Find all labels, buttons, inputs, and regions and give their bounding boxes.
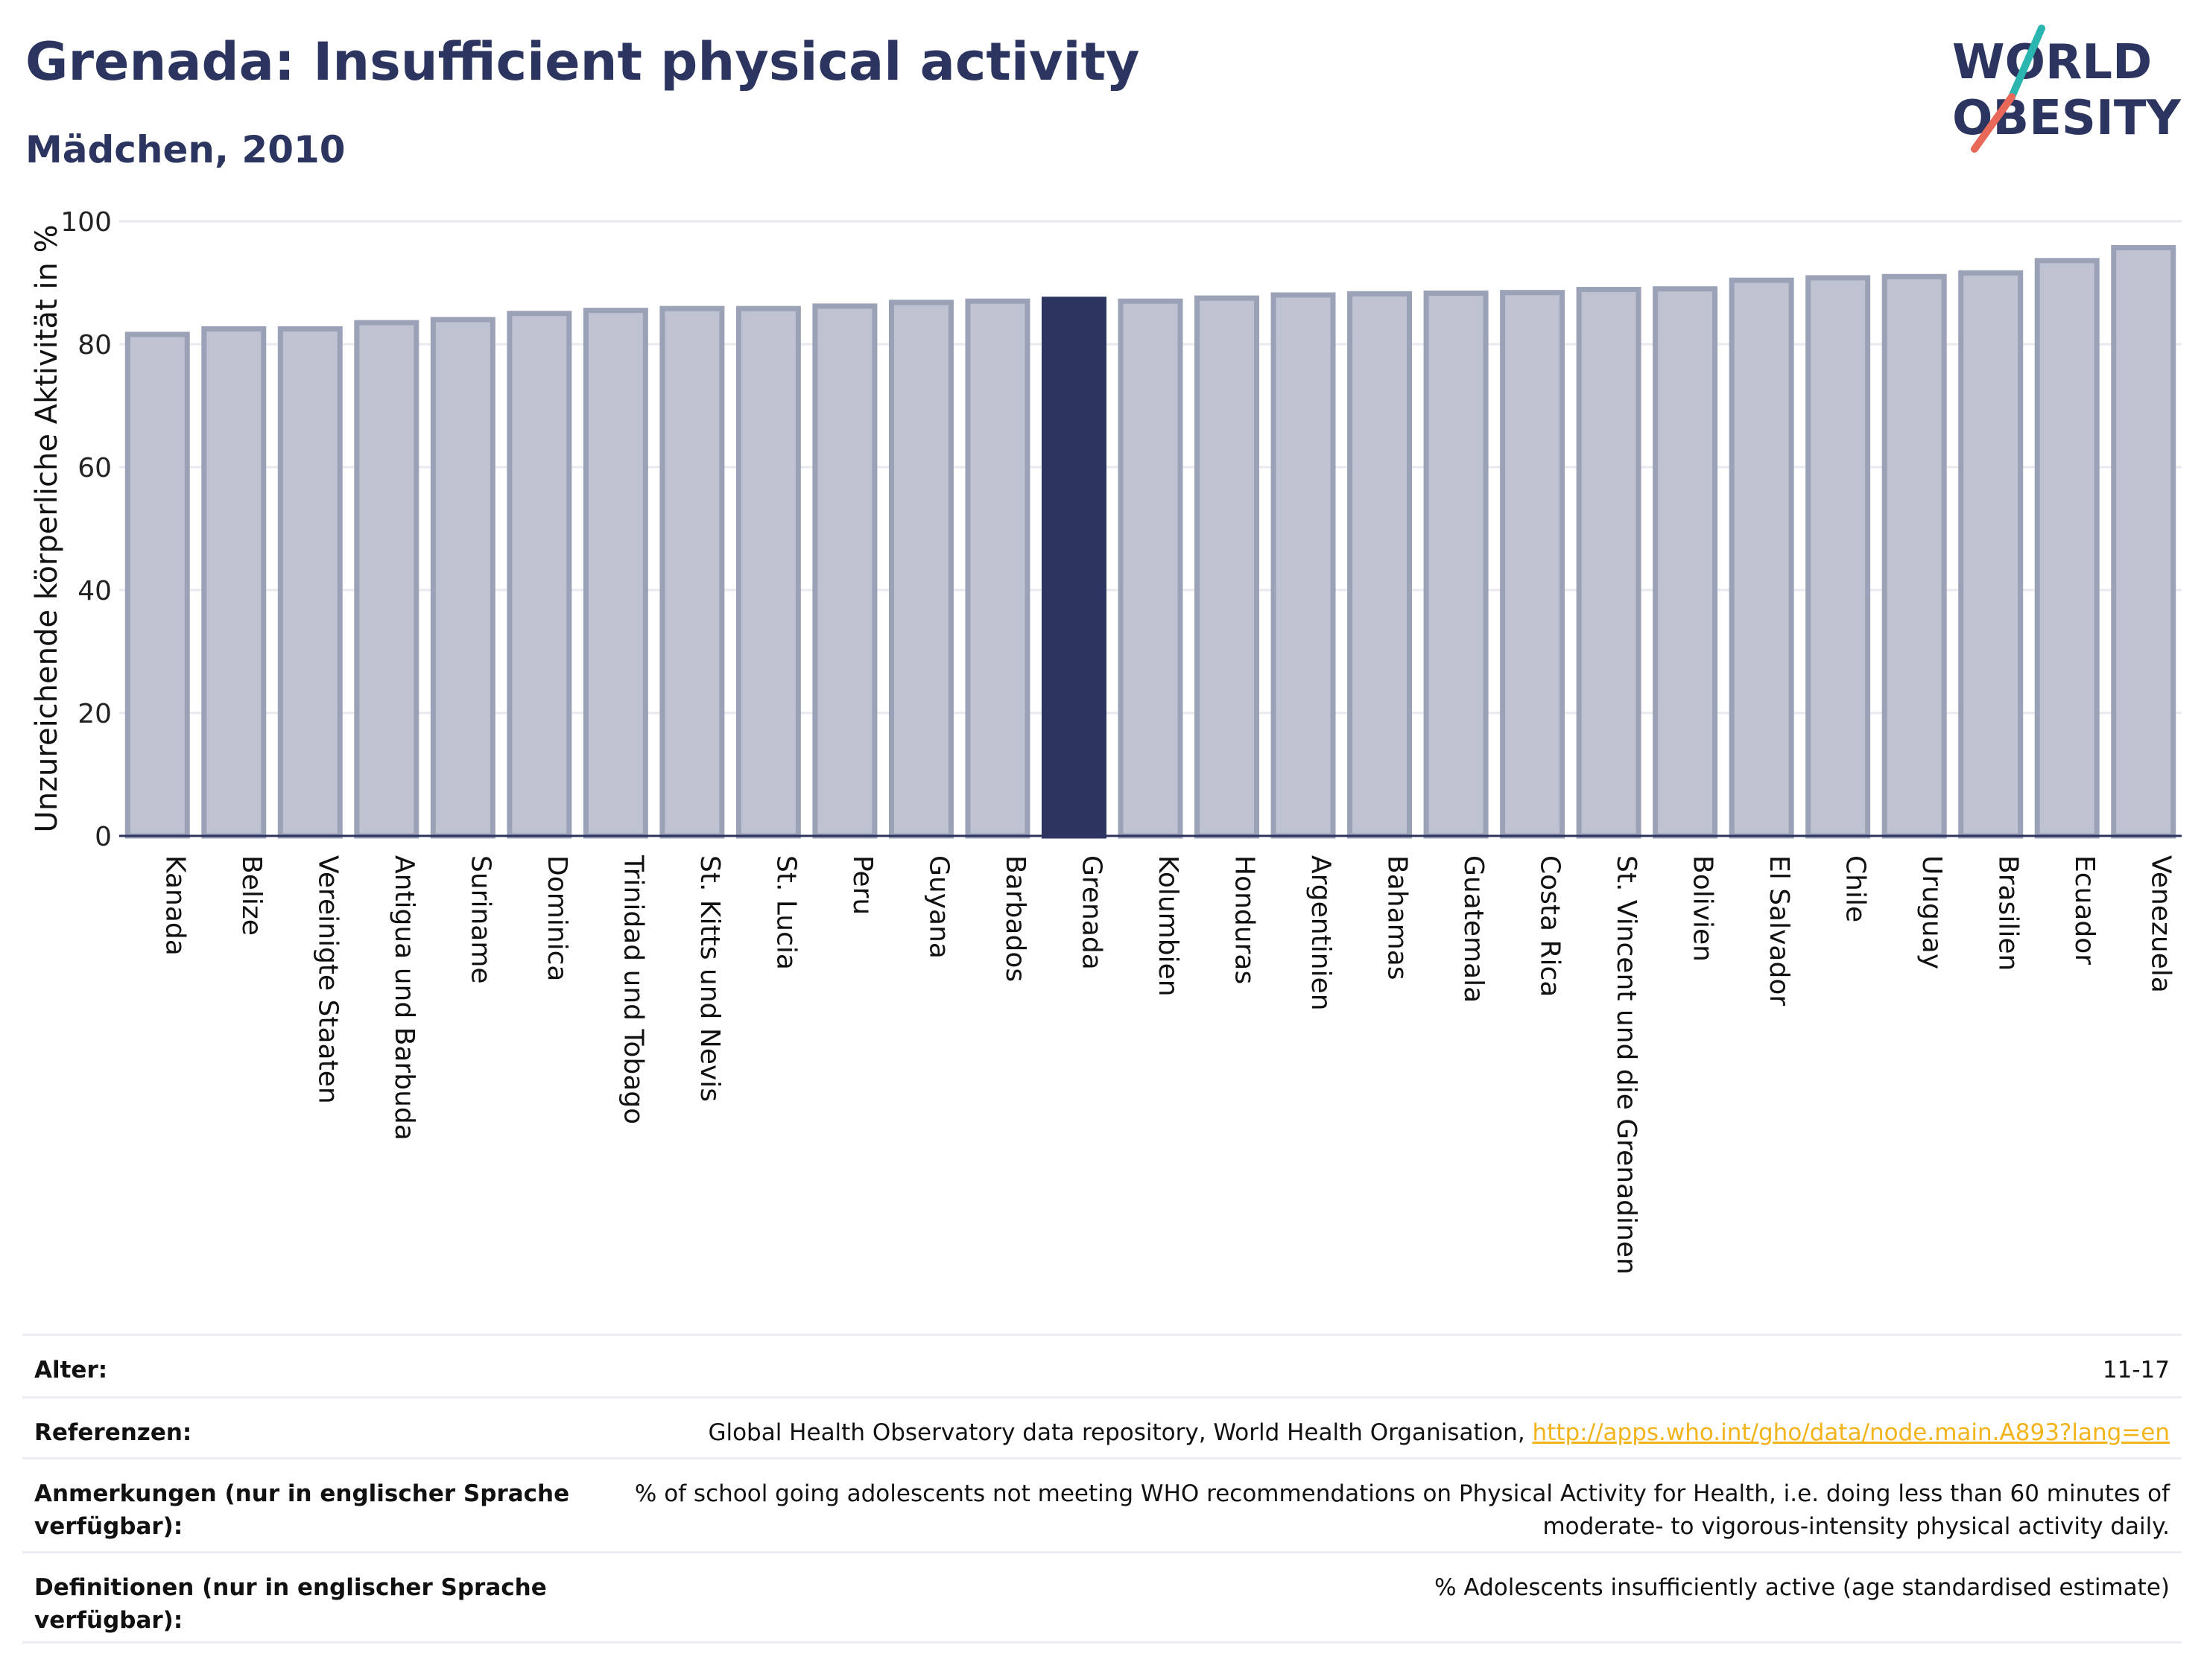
logo-line2: OBESITY [1952, 91, 2181, 146]
bar [507, 311, 572, 839]
x-tick-label: Suriname [465, 855, 495, 984]
logo-line1: WORLD [1952, 35, 2152, 90]
info-value: % Adolescents insufficiently active (age… [1434, 1574, 2170, 1601]
x-tick-label: Venezuela [2146, 855, 2176, 993]
bar [1041, 297, 1106, 839]
bar [583, 308, 648, 839]
info-label: Anmerkungen (nur in englischer Sprache v… [34, 1480, 570, 1540]
x-tick-label: El Salvador [1764, 855, 1794, 1006]
bar [354, 320, 419, 839]
bar [735, 305, 801, 839]
y-axis-label: Unzureichende körperliche Aktivität in % [30, 224, 64, 832]
y-tick-label: 100 [60, 207, 112, 238]
x-tick-label: Grenada [1076, 855, 1106, 970]
x-tick-label: Bahamas [1382, 855, 1413, 980]
chart-subtitle: Mädchen, 2010 [25, 128, 346, 171]
x-tick-label: Kolumbien [1153, 855, 1183, 997]
info-table: Alter: 11-17 Referenzen: Global Health O… [22, 1334, 2182, 1643]
bar [659, 305, 725, 839]
x-tick-label: Costa Rica [1535, 855, 1565, 997]
x-tick-label: Chile [1840, 855, 1871, 922]
bar [1194, 295, 1260, 839]
bar [888, 299, 954, 839]
info-row-definitions: Definitionen (nur in englischer Sprache … [22, 1551, 2182, 1643]
x-tick-label: Guatemala [1458, 855, 1489, 1003]
x-tick-label: Antigua und Barbuda [389, 855, 419, 1141]
x-tick-label: St. Vincent und die Grenadinen [1611, 855, 1641, 1275]
x-tick-label: Ecuador [2069, 855, 2100, 965]
world-obesity-logo: WORLD OBESITY [1952, 25, 2181, 153]
reference-link[interactable]: http://apps.who.int/gho/data/node.main.A… [1532, 1419, 2170, 1446]
x-tick-label: St. Lucia [770, 855, 801, 970]
bar [1500, 290, 1565, 839]
x-tick-label: Vereinigte Staaten [312, 855, 343, 1104]
y-tick-label: 80 [77, 330, 112, 361]
x-tick-label: Bolivien [1688, 855, 1718, 962]
bar [1347, 291, 1413, 839]
x-tick-label: Argentinien [1305, 855, 1336, 1011]
x-tick-label: Kanada [159, 855, 190, 956]
chart-title: Grenada: Insufficient physical activity [25, 31, 1140, 92]
x-tick-label: St. Kitts und Nevis [694, 855, 725, 1102]
reference-text: Global Health Observatory data repositor… [708, 1419, 1533, 1446]
x-tick-label: Honduras [1229, 855, 1260, 984]
x-tick-label: Trinidad und Tobago [618, 855, 648, 1124]
x-tick-label: Uruguay [1916, 855, 1947, 969]
bar [201, 326, 267, 839]
info-label: Referenzen: [34, 1419, 192, 1446]
info-row-age: Alter: 11-17 [22, 1334, 2182, 1396]
bar [1881, 273, 1947, 839]
info-label: Definitionen (nur in englischer Sprache … [34, 1574, 547, 1634]
y-tick-label: 20 [77, 699, 112, 729]
bar [1805, 275, 1871, 839]
bar [1958, 270, 2024, 839]
logo-accent-red [1971, 93, 2015, 153]
x-tick-label: Dominica [542, 855, 572, 982]
bar [812, 303, 878, 839]
info-value: 11-17 [2102, 1357, 2170, 1383]
bar [277, 326, 343, 839]
bar [430, 317, 495, 839]
info-value: % of school going adolescents not meetin… [634, 1480, 2170, 1540]
bar [1653, 286, 1718, 839]
y-tick-label: 60 [77, 453, 112, 484]
bar [965, 298, 1030, 839]
x-tick-label: Guyana [923, 855, 954, 959]
bar [1729, 277, 1794, 839]
info-row-notes: Anmerkungen (nur in englischer Sprache v… [22, 1457, 2182, 1551]
info-label: Alter: [34, 1357, 108, 1383]
info-value: Global Health Observatory data repositor… [571, 1416, 2170, 1449]
info-row-references: Referenzen: Global Health Observatory da… [22, 1396, 2182, 1457]
bar [1423, 291, 1489, 839]
bar [1576, 287, 1641, 839]
bar [2111, 244, 2176, 839]
y-tick-label: 0 [95, 822, 112, 852]
x-tick-label: Brasilien [1993, 855, 2024, 971]
x-tick-label: Peru [847, 855, 878, 915]
bar [1270, 292, 1336, 839]
y-tick-label: 40 [77, 576, 112, 606]
bar [2034, 258, 2100, 839]
x-tick-label: Belize [236, 855, 267, 936]
x-tick-label: Barbados [1000, 855, 1030, 982]
bar [124, 332, 190, 839]
logo-accent-teal [2008, 25, 2045, 101]
bar [1118, 298, 1183, 839]
